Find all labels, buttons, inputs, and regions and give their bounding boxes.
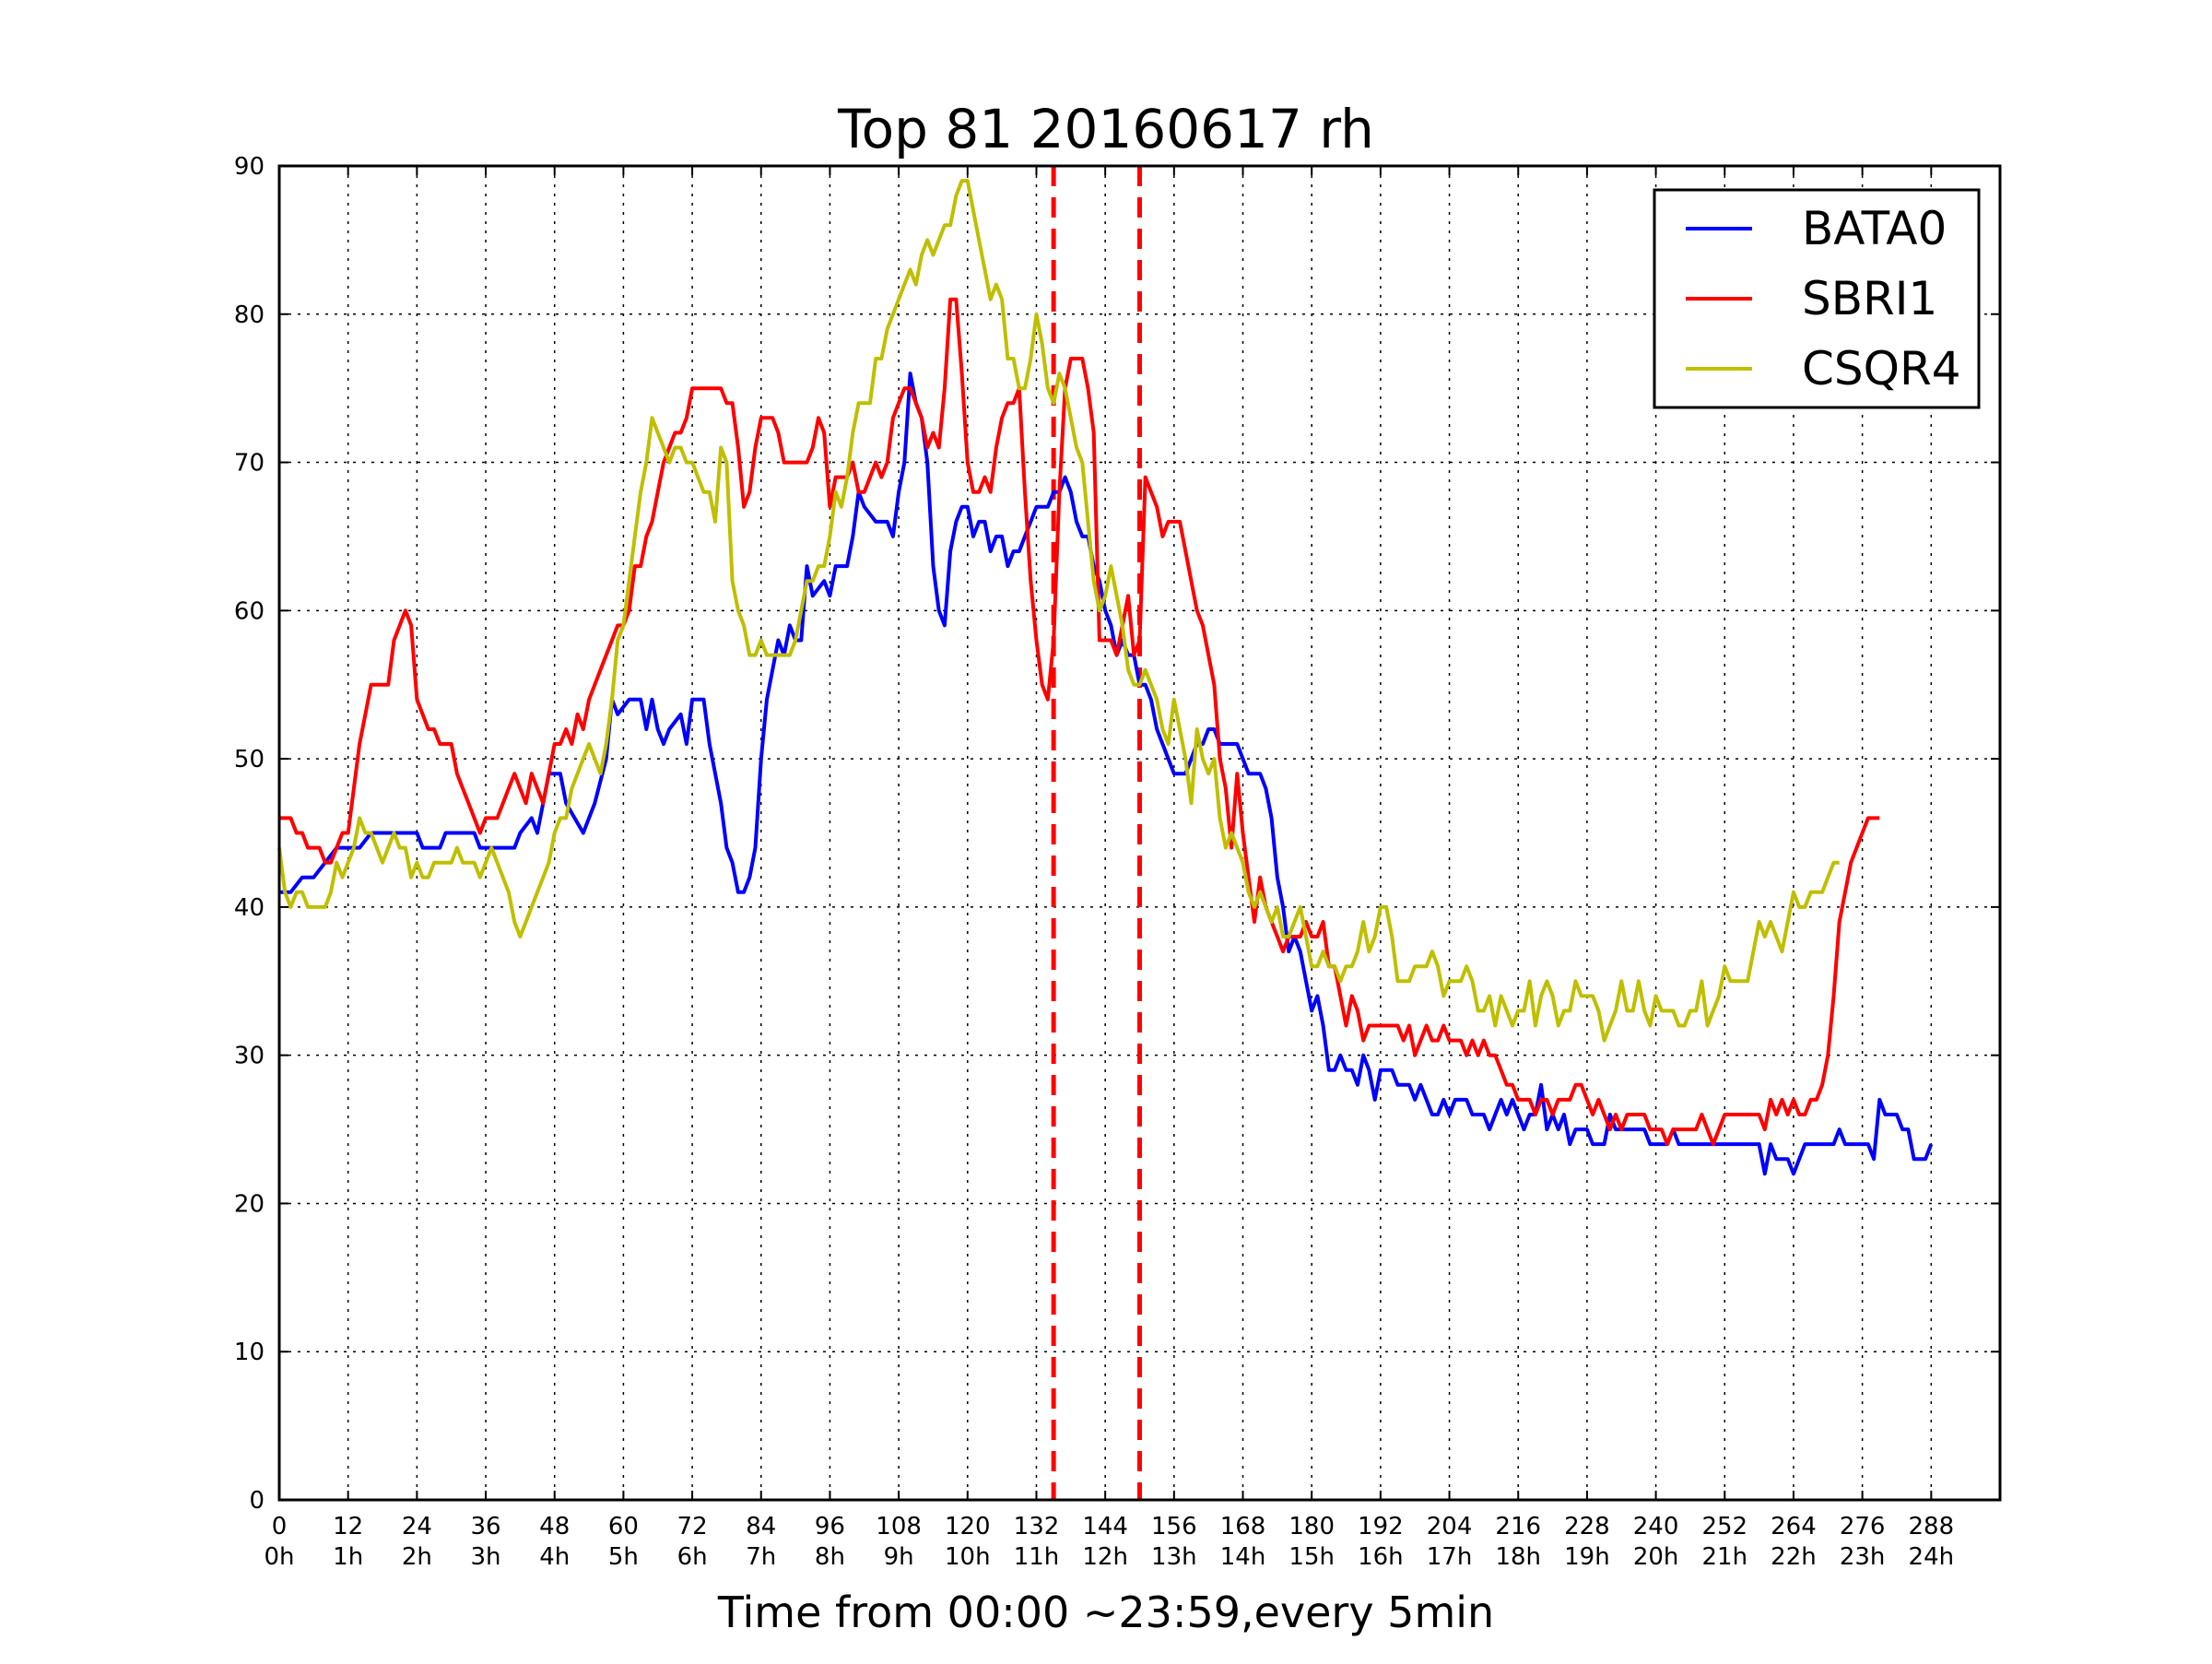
x-tick-label: 264	[1771, 1513, 1817, 1540]
x-tick-label: 288	[1908, 1513, 1954, 1540]
x-tick-hour-label: 18h	[1495, 1543, 1541, 1571]
y-tick-label: 40	[234, 894, 265, 922]
x-tick-label: 168	[1220, 1513, 1266, 1540]
x-tick-label: 276	[1840, 1513, 1886, 1540]
x-tick-label: 108	[876, 1513, 922, 1540]
x-tick-label: 240	[1633, 1513, 1679, 1540]
x-tick-hour-label: 8h	[815, 1543, 845, 1571]
x-tick-hour-label: 13h	[1151, 1543, 1197, 1571]
legend-label: SBRI1	[1802, 272, 1937, 325]
x-tick-hour-label: 7h	[746, 1543, 776, 1571]
x-tick-hour-label: 0h	[264, 1543, 294, 1571]
x-tick-hour-label: 3h	[471, 1543, 501, 1571]
legend-label: BATA0	[1802, 202, 1947, 255]
x-tick-label: 156	[1151, 1513, 1197, 1540]
x-tick-hour-label: 5h	[608, 1543, 639, 1571]
x-tick-hour-label: 6h	[677, 1543, 708, 1571]
x-tick-hour-label: 21h	[1701, 1543, 1747, 1571]
x-tick-label: 192	[1358, 1513, 1404, 1540]
vertical-markers	[1051, 166, 1142, 1500]
x-tick-label: 84	[746, 1513, 776, 1540]
x-tick-hour-label: 15h	[1288, 1543, 1335, 1571]
x-tick-hour-label: 23h	[1840, 1543, 1886, 1571]
x-tick-label: 180	[1288, 1513, 1335, 1540]
y-tick-label: 0	[249, 1487, 265, 1515]
x-tick-label: 120	[945, 1513, 991, 1540]
x-tick-hour-label: 9h	[884, 1543, 914, 1571]
x-tick-label: 228	[1564, 1513, 1610, 1540]
y-tick-label: 70	[234, 450, 265, 478]
x-tick-label: 216	[1495, 1513, 1541, 1540]
x-tick-hour-label: 20h	[1633, 1543, 1679, 1571]
y-tick-label: 90	[234, 153, 265, 181]
x-tick-label: 48	[539, 1513, 570, 1540]
x-tick-label: 96	[815, 1513, 845, 1540]
x-tick-label: 60	[608, 1513, 639, 1540]
x-tick-label: 144	[1082, 1513, 1128, 1540]
x-tick-hour-label: 2h	[402, 1543, 432, 1571]
series-lines	[277, 179, 1934, 1176]
y-tick-label: 30	[234, 1043, 265, 1070]
x-tick-hour-label: 1h	[333, 1543, 363, 1571]
x-tick-hour-label: 10h	[945, 1543, 991, 1571]
x-tick-label: 252	[1701, 1513, 1747, 1540]
y-tick-label: 50	[234, 746, 265, 773]
series-line-sbri1	[279, 297, 1880, 1147]
plot-area	[277, 164, 2002, 1502]
y-tick-label: 80	[234, 301, 265, 329]
x-tick-hour-label: 24h	[1909, 1543, 1955, 1571]
x-tick-hour-label: 19h	[1564, 1543, 1610, 1571]
x-tick-label: 132	[1014, 1513, 1060, 1540]
x-tick-label: 12	[333, 1513, 363, 1540]
x-tick-hour-label: 12h	[1082, 1543, 1128, 1571]
x-tick-label: 204	[1427, 1513, 1473, 1540]
x-tick-hour-label: 11h	[1014, 1543, 1060, 1571]
x-tick-label: 72	[677, 1513, 708, 1540]
y-tick-label: 20	[234, 1190, 265, 1218]
x-tick-label: 24	[402, 1513, 432, 1540]
x-tick-hour-label: 22h	[1771, 1543, 1817, 1571]
legend: BATA0 SBRI1 CSQR4	[1653, 188, 1981, 409]
chart-title: Top 81 20160617 rh	[837, 98, 1374, 160]
x-tick-label: 0	[272, 1513, 288, 1540]
x-tick-hour-label: 17h	[1427, 1543, 1473, 1571]
y-tick-label: 10	[234, 1339, 265, 1366]
legend-label: CSQR4	[1802, 342, 1961, 395]
axis-ticks: 0 0h 12 1h 24 2h 36 3h 48 4h 60 5h 72 6h 84 7h 96 8h 108 9h…	[234, 153, 2000, 1571]
x-tick-hour-label: 14h	[1220, 1543, 1266, 1571]
x-tick-hour-label: 4h	[539, 1543, 570, 1571]
y-tick-label: 60	[234, 597, 265, 625]
x-tick-hour-label: 16h	[1358, 1543, 1404, 1571]
series-line-csqr4	[277, 179, 1840, 1043]
x-tick-label: 36	[470, 1513, 500, 1540]
x-axis-label: Time from 00:00 ~23:59,every 5min	[717, 1587, 1494, 1637]
legend-box	[1653, 188, 1981, 409]
